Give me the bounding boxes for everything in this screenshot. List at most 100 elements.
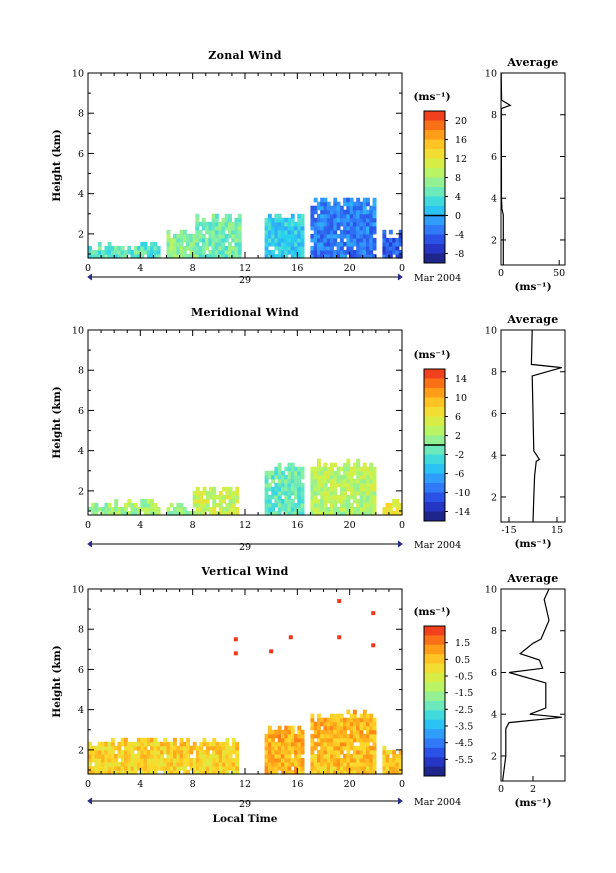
heatmap-cell	[326, 237, 331, 243]
heatmap-cell	[173, 749, 177, 755]
x-tick-label: 4	[137, 520, 143, 531]
heatmap-cell	[205, 229, 209, 235]
heatmap-cell	[225, 737, 230, 743]
heatmap-cell	[290, 511, 295, 516]
heatmap-cell	[88, 254, 92, 259]
heatmap-cell	[356, 770, 361, 775]
heatmap-cell	[339, 721, 344, 727]
heatmap-cell	[326, 486, 331, 492]
heatmap-cell	[366, 209, 370, 215]
average-x-tick-label: 2	[530, 784, 536, 795]
heatmap-cell	[146, 502, 151, 508]
heatmap-cell	[359, 221, 364, 227]
heatmap-cell	[352, 511, 357, 516]
heatmap-cell	[231, 237, 236, 243]
heatmap-cell	[127, 498, 132, 504]
heatmap-cell	[392, 511, 397, 516]
colorbar-segment	[424, 130, 445, 140]
heatmap-cell	[359, 502, 364, 508]
heatmap-cell	[140, 737, 145, 743]
heatmap-cell	[271, 729, 276, 735]
heatmap-cell	[313, 197, 318, 203]
heatmap-cell	[235, 507, 240, 512]
heatmap-cell	[267, 482, 272, 488]
heatmap-cell	[294, 737, 298, 743]
x-tick-label: 12	[239, 520, 251, 531]
heatmap-cell	[323, 197, 328, 203]
heatmap-cell	[218, 507, 223, 512]
heatmap-cell	[189, 245, 194, 251]
heatmap-cell	[277, 766, 282, 771]
heatmap-cell	[156, 741, 161, 747]
heatmap-cell	[199, 498, 204, 504]
heatmap-cell	[385, 502, 390, 508]
heatmap-cell	[101, 753, 105, 759]
heatmap-cell	[267, 757, 272, 763]
heatmap-cell	[271, 241, 276, 247]
heatmap-cell	[284, 507, 289, 512]
heatmap-cell	[333, 507, 338, 512]
heatmap-cell	[323, 233, 328, 239]
heatmap-cell	[352, 761, 357, 767]
heatmap-cell	[127, 250, 132, 255]
heatmap-cell	[287, 229, 292, 235]
heatmap-cell	[290, 225, 295, 231]
heatmap-cell	[366, 197, 370, 203]
heatmap-cell	[228, 511, 233, 516]
heatmap-cell	[372, 507, 377, 512]
heatmap-cell	[323, 498, 328, 504]
heatmap-cell	[372, 237, 377, 243]
heatmap-cell	[320, 241, 325, 247]
heatmap-cell	[264, 233, 269, 239]
y-axis-label: Height (km)	[51, 129, 63, 201]
heatmap-cell	[202, 757, 207, 763]
heatmap-cell	[107, 745, 112, 751]
heatmap-cell	[287, 725, 292, 731]
average-x-tick-label: -15	[501, 525, 516, 536]
heatmap-cell	[195, 766, 200, 771]
heatmap-cell	[189, 766, 194, 771]
heatmap-cell	[320, 482, 325, 488]
heatmap-cell	[395, 761, 400, 767]
colorbar-segment	[424, 710, 445, 721]
heatmap-cell	[284, 511, 289, 516]
heatmap-cell	[323, 749, 328, 755]
heatmap-cell	[192, 757, 197, 763]
heatmap-cell	[320, 197, 325, 203]
heatmap-cell	[205, 749, 210, 755]
heatmap-cell	[313, 245, 318, 251]
heatmap-cell	[323, 462, 328, 468]
heatmap-cell	[382, 749, 387, 755]
heatmap-cell	[222, 507, 226, 512]
heatmap-cell	[284, 761, 289, 767]
heatmap-cell	[133, 511, 138, 516]
heatmap-cell	[349, 494, 354, 500]
heatmap-cell	[267, 225, 272, 231]
heatmap-cell	[333, 478, 338, 484]
heatmap-cell	[153, 745, 158, 751]
heatmap-cell	[388, 507, 393, 512]
heatmap-cell	[369, 217, 374, 223]
heatmap-cell	[284, 486, 289, 492]
heatmap-cell	[290, 741, 295, 747]
heatmap-cell	[267, 494, 272, 500]
heatmap-cell	[274, 233, 279, 239]
heatmap-cell	[274, 729, 279, 735]
heatmap-cell	[231, 245, 236, 251]
heatmap-cell	[267, 737, 272, 743]
heatmap-cell	[388, 502, 393, 508]
colorbar-segment	[424, 234, 445, 245]
heatmap-cell	[356, 233, 361, 239]
heatmap-cell	[218, 749, 223, 755]
heatmap-cell	[362, 209, 367, 215]
heatmap-cell	[359, 737, 364, 743]
heatmap-cell	[326, 745, 331, 751]
heatmap-cell	[346, 241, 351, 247]
y-tick-label: 8	[78, 625, 84, 636]
heatmap-cell	[284, 245, 289, 251]
heatmap-cell	[343, 221, 347, 227]
heatmap-cell	[166, 749, 171, 755]
heatmap-cell	[156, 761, 161, 767]
heatmap-cell	[212, 511, 217, 516]
heatmap-cell	[153, 761, 158, 767]
